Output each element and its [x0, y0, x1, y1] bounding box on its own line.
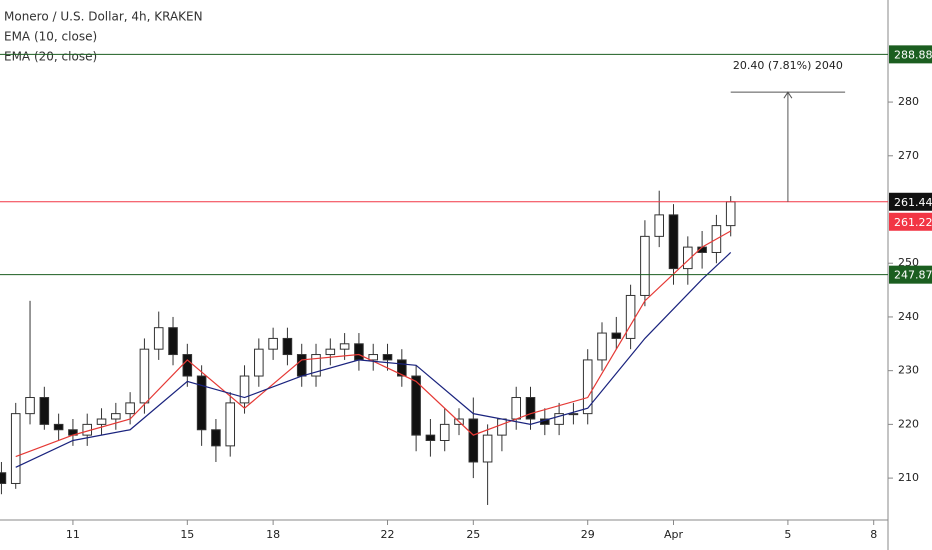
candle-body [411, 375, 421, 436]
candle-body [296, 354, 307, 377]
candle-body [211, 429, 221, 447]
candle-body [397, 359, 407, 377]
price-label: 261.44 [894, 196, 932, 209]
x-tick-label: 29 [581, 528, 595, 541]
y-tick-label: 270 [898, 149, 919, 162]
candle-body [325, 348, 336, 356]
x-tick-label: Apr [664, 528, 684, 541]
x-tick-label: 15 [180, 528, 194, 541]
last-price-label: 261.22 [894, 216, 932, 229]
price-label: 288.88 [894, 48, 932, 61]
candle-body [525, 397, 536, 420]
candle-body [125, 402, 135, 415]
price-label-box [889, 265, 932, 284]
y-tick-label: 240 [898, 310, 919, 323]
candle-body [497, 418, 507, 436]
candle-body [25, 397, 35, 415]
price-label: 247.87 [894, 269, 932, 282]
ema-line [15, 230, 731, 458]
candle-body [640, 235, 650, 296]
candle-body [725, 201, 736, 227]
y-tick-label: 220 [898, 417, 919, 430]
x-tick-label: 11 [66, 528, 80, 541]
candle-body [482, 434, 493, 463]
candle-body [568, 413, 579, 416]
last-price-box [889, 212, 932, 231]
candle-body [611, 332, 622, 339]
candle-body [382, 354, 393, 361]
candle-body [168, 327, 178, 356]
candle-body [282, 337, 293, 356]
candle-body [53, 423, 64, 431]
y-tick-label: 280 [898, 95, 919, 108]
candle-body [0, 472, 7, 484]
price-label-box [889, 45, 932, 64]
candle-body [111, 413, 121, 420]
candle-body [683, 246, 693, 270]
x-tick-label: 18 [266, 528, 280, 541]
price-label-box [889, 192, 932, 211]
candle-body [96, 418, 107, 425]
candle-body [39, 397, 50, 425]
candle-body [368, 354, 379, 361]
arrow-head [783, 91, 793, 99]
y-tick-label: 230 [898, 364, 919, 377]
candle-body [254, 348, 264, 377]
candle-body [439, 423, 450, 441]
candle-body [654, 214, 664, 237]
y-tick-label: 210 [898, 471, 919, 484]
candle-body [182, 354, 193, 377]
candle-body [425, 434, 436, 441]
candle-body [239, 375, 250, 404]
x-tick-label: 25 [466, 528, 480, 541]
plot [0, 190, 736, 505]
candle-body [625, 294, 636, 339]
candle-body [582, 359, 593, 415]
legend-entry: EMA (20, close) [4, 50, 97, 64]
candle-body [468, 418, 479, 463]
x-tick-label: 5 [784, 528, 791, 541]
candle-body [668, 214, 679, 270]
candle-body [511, 397, 522, 420]
candle-body [153, 327, 164, 350]
candle-body [597, 332, 607, 361]
candle-body [10, 413, 21, 484]
candle-body [354, 343, 364, 361]
candle-body [225, 402, 236, 447]
measure-label: 20.40 (7.81%) 2040 [733, 59, 843, 72]
chart-title: Monero / U.S. Dollar, 4h, KRAKEN [4, 10, 203, 24]
candle-body [311, 354, 321, 377]
candle-body [139, 348, 150, 404]
x-tick-label: 22 [381, 528, 395, 541]
candle-body [196, 375, 207, 431]
legend-entry: EMA (10, close) [4, 30, 97, 44]
ema-line [15, 252, 732, 468]
candle-body [339, 343, 350, 350]
candle-body [268, 337, 278, 350]
x-tick-label: 8 [870, 528, 877, 541]
candle-body [554, 413, 564, 425]
